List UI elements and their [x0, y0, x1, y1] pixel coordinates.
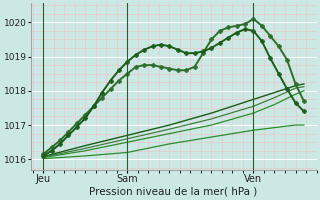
X-axis label: Pression niveau de la mer( hPa ): Pression niveau de la mer( hPa )	[90, 187, 258, 197]
